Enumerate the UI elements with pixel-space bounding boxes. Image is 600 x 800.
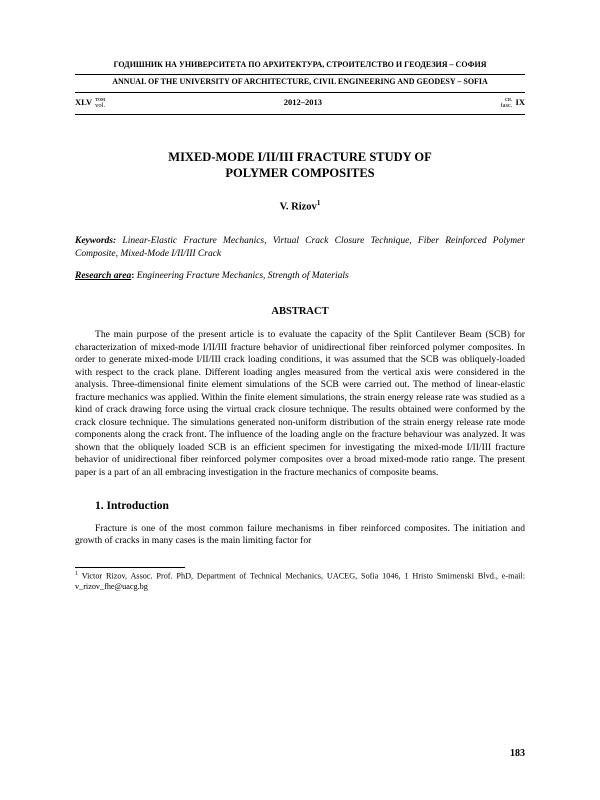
title-block: MIXED-MODE I/II/III FRACTURE STUDY OF PO… — [75, 149, 525, 182]
header-rule-2 — [75, 92, 525, 93]
volume-block: XLV том vol. — [75, 97, 105, 110]
abstract-body: The main purpose of the present article … — [75, 329, 525, 479]
footnote-separator — [75, 567, 185, 568]
paper-title-line2: POLYMER COMPOSITES — [75, 165, 525, 181]
issue-roman: IX — [516, 97, 525, 108]
research-area-block: Research area: Engineering Fracture Mech… — [75, 270, 525, 283]
volume-roman: XLV — [75, 97, 92, 108]
fascicle-label: св. fasc. — [500, 97, 512, 110]
vol-label-bot: vol. — [95, 102, 105, 109]
author-name: V. Rizov — [280, 202, 317, 213]
keywords-text: Linear-Elastic Fracture Mechanics, Virtu… — [75, 236, 525, 259]
introduction-heading: 1. Introduction — [75, 499, 525, 515]
author-sup: 1 — [317, 199, 321, 207]
page-number: 183 — [510, 747, 525, 761]
paper-title-line1: MIXED-MODE I/II/III FRACTURE STUDY OF — [75, 149, 525, 165]
volume-label: том vol. — [95, 97, 105, 110]
fasc-label-bot: fasc. — [500, 102, 512, 109]
abstract-heading: ABSTRACT — [75, 305, 525, 319]
fascicle-block: св. fasc. IX — [500, 97, 525, 110]
header-rule-3 — [75, 114, 525, 115]
footnote-sup: 1 — [75, 571, 78, 577]
header-rule-1 — [75, 74, 525, 75]
research-area-text: Engineering Fracture Mechanics, Strength… — [137, 271, 349, 281]
footnote: 1 Victor Rizov, Assoc. Prof. PhD, Depart… — [75, 571, 525, 592]
introduction-body: Fracture is one of the most common failu… — [75, 523, 525, 548]
volume-meta-row: XLV том vol. 2012–2013 св. fasc. IX — [75, 95, 525, 112]
author-line: V. Rizov1 — [75, 199, 525, 215]
footnote-text: Victor Rizov, Assoc. Prof. PhD, Departme… — [75, 572, 525, 591]
keywords-label: Keywords: — [75, 236, 116, 246]
keywords-block: Keywords: Linear-Elastic Fracture Mechan… — [75, 235, 525, 261]
years: 2012–2013 — [284, 97, 322, 108]
journal-header-bulgarian: ГОДИШНИК НА УНИВЕРСИТЕТА ПО АРХИТЕКТУРА,… — [75, 60, 525, 71]
journal-header-english: ANNUAL OF THE UNIVERSITY OF ARCHITECTURE… — [75, 77, 525, 88]
research-area-label: Research area — [75, 271, 131, 281]
